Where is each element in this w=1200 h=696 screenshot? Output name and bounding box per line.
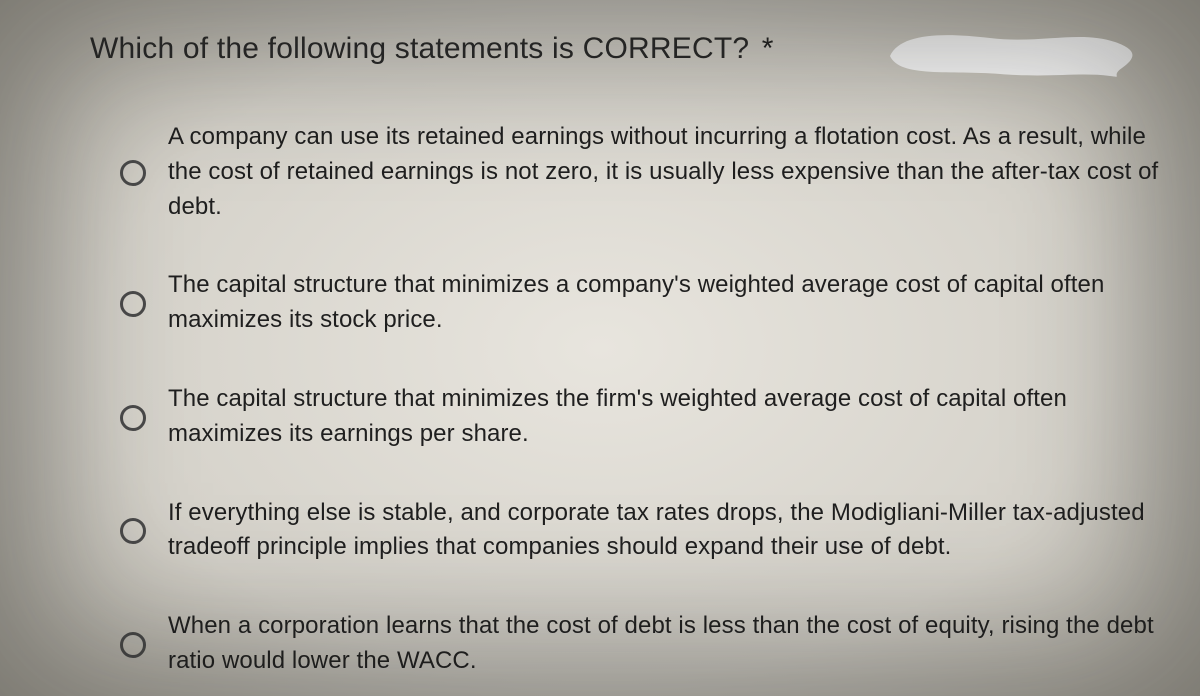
option-text: The capital structure that minimizes a c…: [168, 268, 1160, 338]
required-asterisk: *: [762, 32, 774, 65]
option-text: A company can use its retained earnings …: [168, 120, 1160, 224]
option-row[interactable]: The capital structure that minimizes a c…: [120, 268, 1160, 338]
option-text: When a corporation learns that the cost …: [168, 609, 1160, 679]
option-text: If everything else is stable, and corpor…: [168, 496, 1160, 566]
radio-icon[interactable]: [120, 518, 146, 544]
question-page: Which of the following statements is COR…: [0, 0, 1200, 696]
options-list: A company can use its retained earnings …: [90, 120, 1160, 679]
radio-icon[interactable]: [120, 405, 146, 431]
radio-icon[interactable]: [120, 632, 146, 658]
question-text: Which of the following statements is COR…: [90, 32, 749, 65]
option-row[interactable]: A company can use its retained earnings …: [120, 120, 1160, 224]
question-text-row: Which of the following statements is COR…: [90, 32, 1160, 66]
radio-icon[interactable]: [120, 291, 146, 317]
option-row[interactable]: The capital structure that minimizes the…: [120, 382, 1160, 452]
option-text: The capital structure that minimizes the…: [168, 382, 1160, 452]
radio-icon[interactable]: [120, 160, 146, 186]
option-row[interactable]: If everything else is stable, and corpor…: [120, 496, 1160, 566]
option-row[interactable]: When a corporation learns that the cost …: [120, 609, 1160, 679]
